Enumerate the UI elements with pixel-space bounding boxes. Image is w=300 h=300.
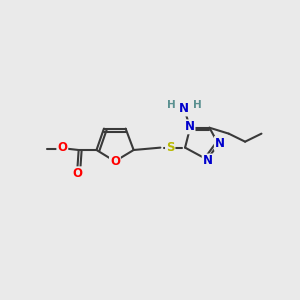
Text: H: H [167,100,176,110]
Text: O: O [57,141,67,154]
Text: N: N [215,137,225,150]
Text: S: S [166,141,175,154]
Text: N: N [184,120,194,133]
Text: O: O [110,155,120,168]
Text: N: N [179,103,189,116]
Text: H: H [193,100,201,110]
Text: N: N [203,154,213,167]
Text: O: O [72,167,82,180]
